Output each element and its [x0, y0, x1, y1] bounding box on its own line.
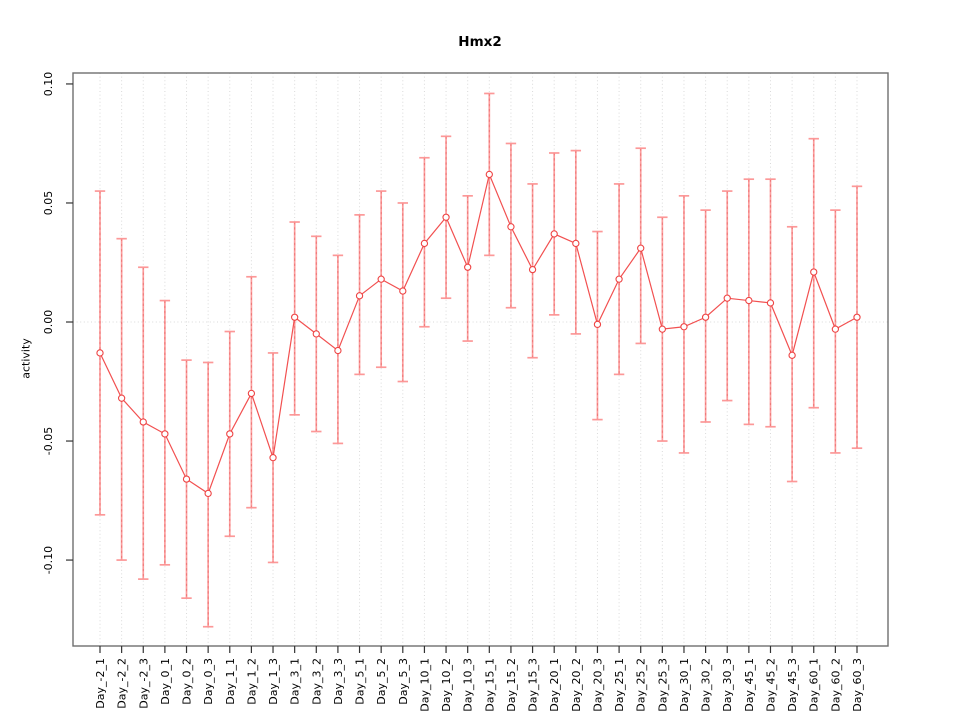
x-tick-label: Day_5_2 — [375, 658, 388, 705]
x-tick-label: Day_1_3 — [267, 658, 280, 705]
x-tick-label: Day_60_3 — [851, 658, 864, 712]
x-tick-label: Day_45_3 — [786, 658, 799, 712]
data-point — [637, 244, 645, 252]
data-point — [226, 430, 234, 438]
data-point — [161, 430, 169, 438]
x-tick-label: Day_5_3 — [397, 658, 410, 705]
data-point — [658, 325, 666, 333]
data-point — [810, 268, 818, 276]
x-tick-label: Day_10_1 — [418, 658, 431, 712]
data-point — [139, 418, 147, 426]
y-tick-label: -0.10 — [42, 546, 55, 574]
data-point — [399, 287, 407, 295]
data-point — [701, 313, 710, 321]
x-tick-label: Day_-2_3 — [137, 658, 150, 709]
x-tick-label: Day_0_3 — [202, 658, 215, 705]
data-point — [723, 294, 731, 302]
data-point — [745, 296, 753, 305]
x-tick-label: Day_0_1 — [159, 658, 172, 705]
x-tick-label: Day_30_3 — [721, 658, 734, 712]
x-tick-label: Day_3_2 — [310, 658, 323, 705]
series-line — [99, 172, 858, 495]
data-point — [204, 489, 212, 498]
data-point — [291, 313, 299, 321]
data-point — [593, 320, 602, 329]
x-tick-label: Day_15_3 — [527, 658, 540, 712]
data-point — [334, 346, 342, 355]
chart-title: Hmx2 — [458, 34, 502, 50]
x-tick-label: Day_60_1 — [808, 658, 821, 712]
data-point — [377, 275, 385, 283]
data-point — [507, 223, 515, 231]
x-tick-label: Day_3_3 — [332, 658, 345, 705]
x-tick-label: Day_1_1 — [224, 658, 237, 705]
data-point — [269, 454, 277, 462]
data-point — [117, 394, 126, 402]
data-point — [420, 239, 429, 248]
data-point — [355, 292, 364, 300]
x-tick-label: Day_1_2 — [245, 658, 258, 705]
x-tick-label: Day_10_2 — [440, 658, 453, 712]
data-point — [182, 475, 191, 483]
x-tick-label: Day_25_1 — [613, 658, 626, 712]
x-tick-label: Day_30_1 — [678, 658, 691, 712]
x-tick-label: Day_5_1 — [354, 658, 367, 705]
x-tick-label: Day_20_2 — [570, 658, 583, 712]
data-point — [96, 349, 104, 357]
data-point — [766, 299, 775, 307]
x-tick-label: Day_-2_2 — [116, 658, 129, 709]
y-tick-label: 0.00 — [42, 310, 55, 335]
x-tick-label: Day_-2_1 — [94, 658, 107, 709]
data-point — [831, 325, 840, 333]
x-tick-label: Day_25_2 — [635, 658, 648, 712]
data-point — [528, 265, 537, 274]
data-point — [442, 213, 450, 221]
data-point — [485, 170, 493, 179]
x-tick-label: Day_45_2 — [764, 658, 777, 712]
x-tick-label: Day_20_3 — [591, 658, 604, 712]
x-tick-label: Day_20_1 — [548, 658, 561, 712]
data-point — [853, 313, 861, 321]
data-point — [680, 323, 688, 331]
data-point — [788, 351, 796, 359]
data-point — [550, 230, 558, 238]
x-tick-label: Day_60_2 — [829, 658, 842, 712]
data-point — [312, 330, 320, 338]
x-tick-label: Day_10_3 — [462, 658, 475, 712]
y-tick-label: 0.05 — [42, 191, 55, 216]
plot-border — [72, 72, 889, 647]
x-tick-label: Day_15_1 — [483, 658, 496, 712]
x-tick-label: Day_15_2 — [505, 658, 518, 712]
x-tick-label: Day_0_2 — [181, 658, 194, 705]
x-tick-label: Day_45_1 — [743, 658, 756, 712]
x-tick-label: Day_3_1 — [289, 658, 302, 705]
data-point — [572, 239, 580, 248]
data-point — [247, 389, 256, 398]
y-tick-label: -0.05 — [42, 427, 55, 455]
x-tick-label: Day_25_3 — [656, 658, 669, 712]
x-tick-label: Day_30_2 — [700, 658, 713, 712]
data-point — [615, 275, 623, 283]
data-point — [464, 263, 472, 271]
y-tick-label: 0.10 — [42, 72, 55, 97]
